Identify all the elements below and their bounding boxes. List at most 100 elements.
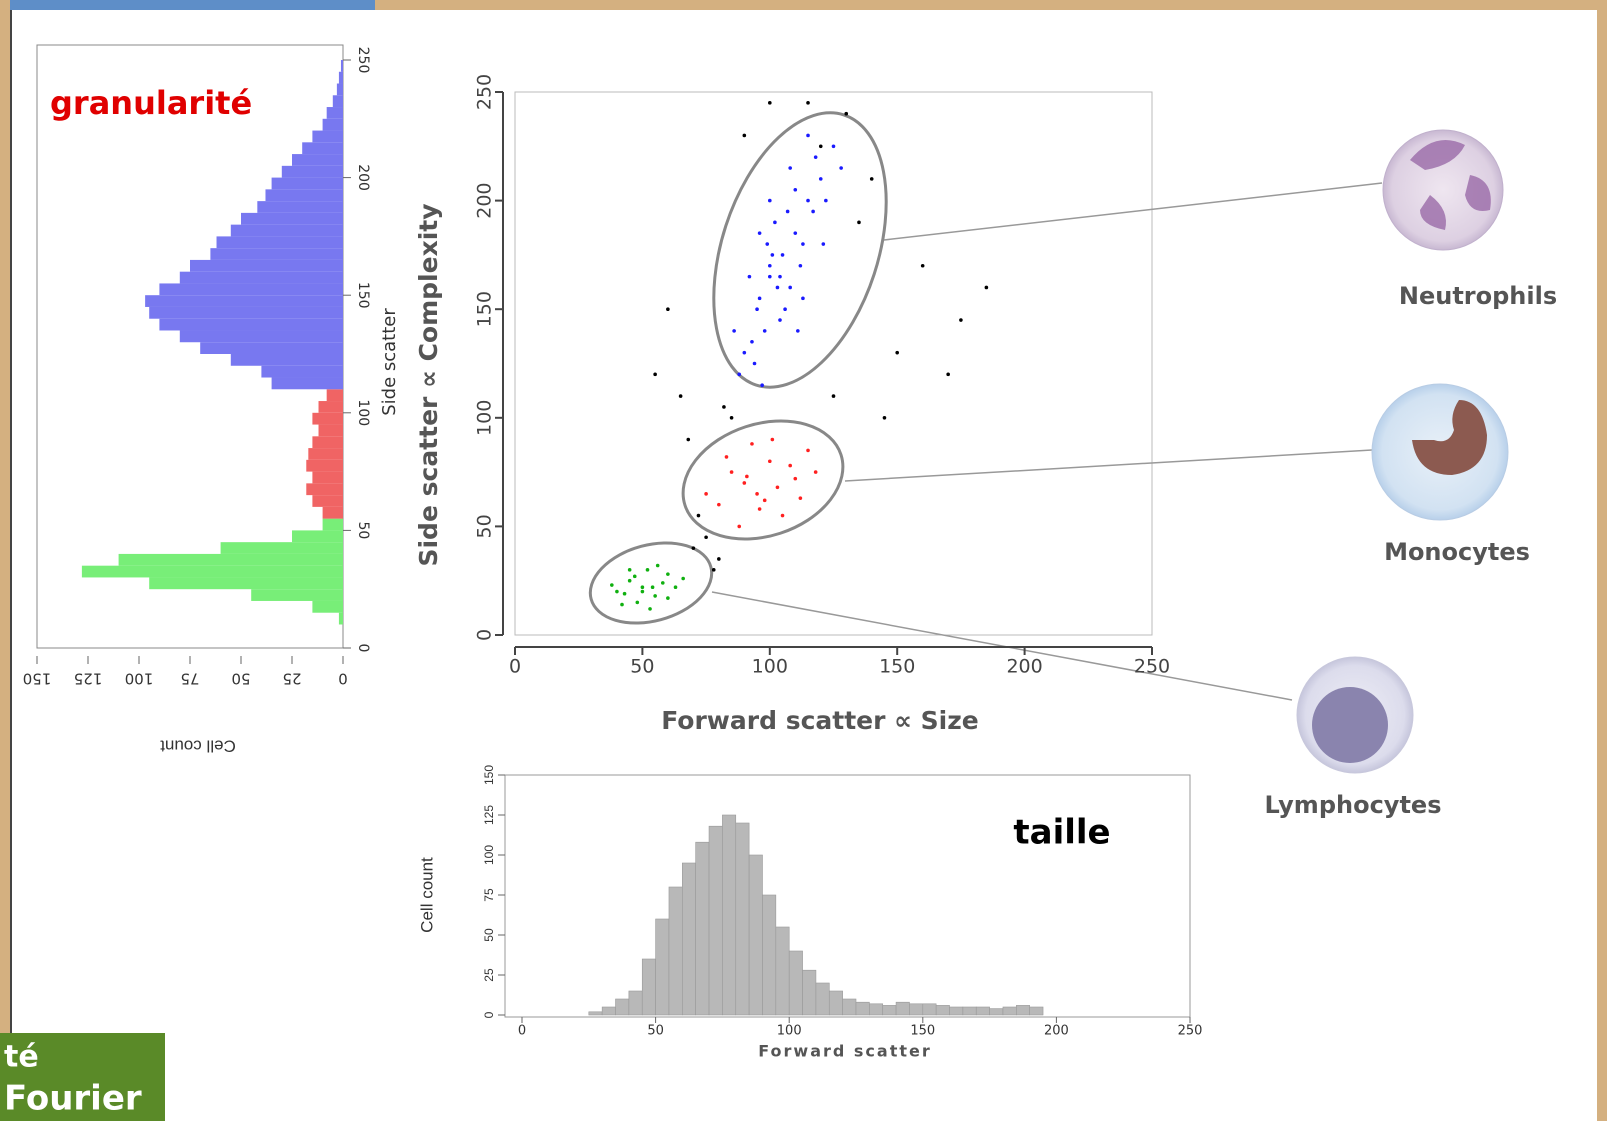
histogram-bar: [341, 60, 343, 72]
scatter-point: [750, 340, 754, 344]
scatter-point: [806, 101, 810, 105]
scatter-point: [641, 585, 645, 589]
histogram-bar: [669, 887, 682, 1015]
scatter-point: [623, 592, 627, 596]
scatter-point: [765, 242, 769, 246]
y-tick-label: 250: [355, 47, 371, 74]
scatter-point: [753, 362, 757, 366]
histogram-bar: [319, 425, 343, 437]
histogram-bar: [696, 842, 709, 1015]
histogram-bar: [323, 507, 343, 519]
scatter-point: [653, 373, 657, 377]
connector: [884, 183, 1382, 240]
scatter-point: [692, 546, 696, 550]
scatter-point: [730, 470, 734, 474]
x-tick-label: 0: [509, 656, 521, 678]
scatter-point: [857, 221, 861, 225]
x-axis-label: Cell count: [160, 737, 236, 756]
histogram-bar: [180, 330, 343, 342]
x-tick-label: 100: [125, 670, 154, 688]
x-tick-label: 125: [74, 670, 103, 688]
scatter-point: [793, 477, 797, 481]
histogram-bar: [1030, 1007, 1043, 1015]
scatter-point: [633, 575, 637, 579]
histogram-bar: [843, 999, 856, 1015]
scatter-point: [661, 581, 665, 585]
histogram-bar: [217, 236, 343, 248]
scatter-point: [806, 449, 810, 453]
x-tick-label: 50: [231, 670, 250, 688]
histogram-bar: [1003, 1007, 1016, 1015]
scatter-point: [811, 210, 815, 214]
x-axis-label: Forward scatter ∝ Size: [661, 706, 979, 735]
histogram-bar: [722, 815, 735, 1015]
scatter-point: [666, 307, 670, 311]
scatter-point: [666, 572, 670, 576]
slide: té Fourier 02550751001251500501001502002…: [0, 0, 1607, 1121]
y-tick-label: 50: [474, 514, 496, 538]
histogram-bar: [312, 413, 343, 425]
histogram-bar: [306, 483, 343, 495]
y-tick-label: 250: [474, 74, 496, 110]
scatter-point: [793, 188, 797, 192]
cell-label: Lymphocytes: [1265, 791, 1442, 819]
y-tick-label: 0: [482, 1011, 496, 1018]
scatter-point: [793, 231, 797, 235]
histogram-bar: [159, 319, 343, 331]
scatter-point: [628, 579, 632, 583]
histogram-bar: [776, 927, 789, 1015]
histogram-bar: [145, 295, 343, 307]
scatter-point: [799, 264, 803, 268]
scatter-point: [674, 585, 678, 589]
gate: [682, 91, 918, 409]
scatter-point: [788, 464, 792, 468]
y-tick-label: 200: [355, 164, 371, 191]
histogram-bar: [656, 919, 669, 1015]
histogram-bar: [308, 448, 343, 460]
scatter-point: [771, 253, 775, 257]
histogram-bar: [709, 826, 722, 1015]
x-tick-label: 200: [1044, 1024, 1069, 1039]
scatter-point: [783, 307, 787, 311]
scatter-point: [796, 329, 800, 333]
scatter-point: [743, 351, 747, 355]
scatter-point: [760, 383, 764, 387]
scatter-point: [717, 503, 721, 507]
lymphocyte-nucleus: [1312, 687, 1388, 763]
scatter-point: [822, 242, 826, 246]
histogram-bar: [803, 970, 816, 1015]
scatter-point: [921, 264, 925, 268]
x-tick-label: 25: [282, 670, 301, 688]
histogram-bar: [323, 519, 343, 531]
x-tick-label: 150: [910, 1024, 935, 1039]
x-tick-label: 50: [647, 1024, 664, 1039]
histogram-bar: [963, 1007, 976, 1015]
scatter-point: [781, 253, 785, 257]
y-tick-label: 100: [474, 400, 496, 436]
x-tick-label: 150: [879, 656, 915, 678]
scatter-point: [646, 568, 650, 572]
histogram-bar: [1016, 1005, 1029, 1015]
histogram-bar: [762, 895, 775, 1015]
scatter-point: [895, 351, 899, 355]
scatter-point: [788, 286, 792, 290]
y-tick-label: 75: [482, 888, 496, 902]
scatter-point: [628, 568, 632, 572]
histogram-bar: [241, 213, 343, 225]
histogram-bar: [339, 613, 343, 625]
histogram-bar: [682, 863, 695, 1015]
histogram-bar: [829, 991, 842, 1015]
scatter-point: [768, 101, 772, 105]
histogram-bar: [200, 342, 343, 354]
histogram-bar: [909, 1004, 922, 1015]
scatter-point: [763, 329, 767, 333]
scatter-point: [750, 442, 754, 446]
x-tick-label: 250: [1178, 1024, 1203, 1039]
scatter-point: [799, 496, 803, 500]
histogram-bar: [272, 178, 343, 190]
y-axis-label: Side scatter: [379, 308, 400, 416]
histogram-bar: [261, 366, 343, 378]
scatter-point: [814, 470, 818, 474]
scatter-point: [768, 275, 772, 279]
scatter-point: [758, 231, 762, 235]
